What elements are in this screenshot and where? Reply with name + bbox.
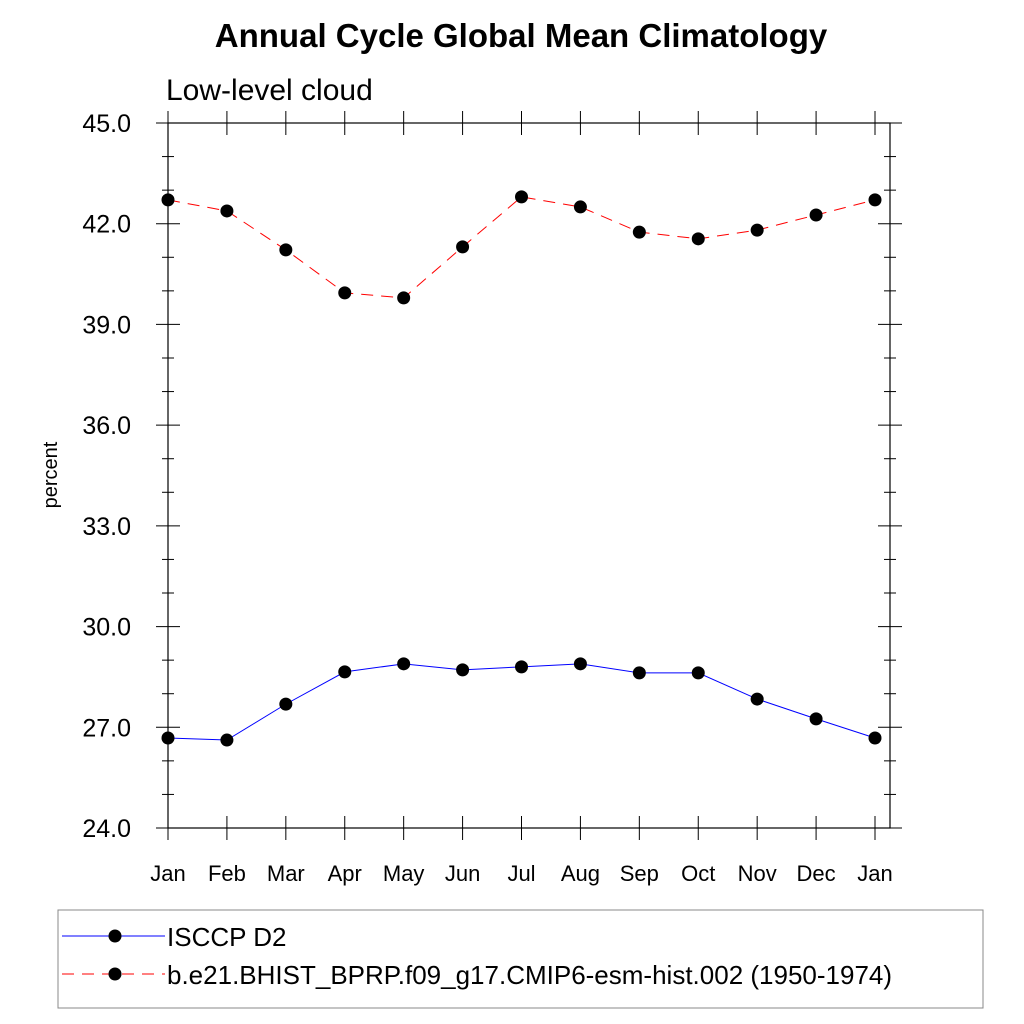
x-tick-label: Dec <box>797 861 836 886</box>
legend-marker-isccp <box>108 929 122 943</box>
y-tick-label: 30.0 <box>82 614 131 642</box>
y-tick-label: 36.0 <box>82 412 131 440</box>
y-tick-label: 39.0 <box>82 311 131 339</box>
y-tick-label: 42.0 <box>82 211 131 239</box>
x-tick-label: Jul <box>507 861 535 886</box>
legend-box <box>57 909 984 1009</box>
data-point-1 <box>456 240 470 254</box>
data-point-1 <box>338 286 352 300</box>
data-point-0 <box>338 665 352 679</box>
x-tick-label: Apr <box>328 861 362 886</box>
data-point-0 <box>161 731 175 745</box>
data-point-1 <box>397 291 411 305</box>
data-point-0 <box>691 666 705 680</box>
y-tick-label: 45.0 <box>82 110 131 138</box>
y-tick-label: 33.0 <box>82 513 131 541</box>
chart-subtitle: Low-level cloud <box>166 74 373 107</box>
x-tick-label: Jan <box>857 861 892 886</box>
data-point-1 <box>279 243 293 257</box>
x-tick-label: May <box>383 861 425 886</box>
legend: ISCCP D2 b.e21.BHIST_BPRP.f09_g17.CMIP6-… <box>57 909 984 1009</box>
data-point-0 <box>809 712 823 726</box>
data-point-0 <box>220 733 234 747</box>
data-point-1 <box>868 193 882 207</box>
data-point-1 <box>691 232 705 246</box>
data-point-1 <box>515 190 528 204</box>
x-tick-label: Oct <box>681 861 715 886</box>
data-point-1 <box>161 193 175 207</box>
data-point-0 <box>456 663 470 677</box>
x-tick-label: Feb <box>208 861 246 886</box>
data-point-0 <box>868 731 882 745</box>
series-line-1 <box>167 196 876 299</box>
y-axis-label: percent <box>40 441 62 508</box>
data-point-0 <box>632 666 646 680</box>
legend-label-model: b.e21.BHIST_BPRP.f09_g17.CMIP6-esm-hist.… <box>167 960 892 990</box>
x-tick-label: Sep <box>620 861 659 886</box>
y-tick-label: 24.0 <box>82 815 131 843</box>
data-point-0 <box>279 697 293 711</box>
data-point-0 <box>750 692 764 706</box>
data-point-1 <box>750 223 764 237</box>
data-point-0 <box>397 657 411 671</box>
data-point-1 <box>632 225 646 239</box>
data-point-1 <box>809 208 823 222</box>
data-point-0 <box>573 657 587 671</box>
data-point-1 <box>220 204 234 218</box>
x-tick-label: Aug <box>561 861 600 886</box>
y-tick-label: 27.0 <box>82 714 131 742</box>
data-point-1 <box>573 200 587 214</box>
x-tick-label: Nov <box>738 861 777 886</box>
data-point-0 <box>515 660 528 674</box>
series-line-0 <box>167 663 876 741</box>
x-tick-label: Jan <box>150 861 185 886</box>
chart-title: Annual Cycle Global Mean Climatology <box>215 17 828 54</box>
legend-label-isccp: ISCCP D2 <box>167 922 286 952</box>
plot-frame <box>167 122 891 829</box>
x-tick-label: Mar <box>267 861 305 886</box>
x-tick-label: Jun <box>445 861 480 886</box>
legend-marker-model <box>108 967 122 981</box>
